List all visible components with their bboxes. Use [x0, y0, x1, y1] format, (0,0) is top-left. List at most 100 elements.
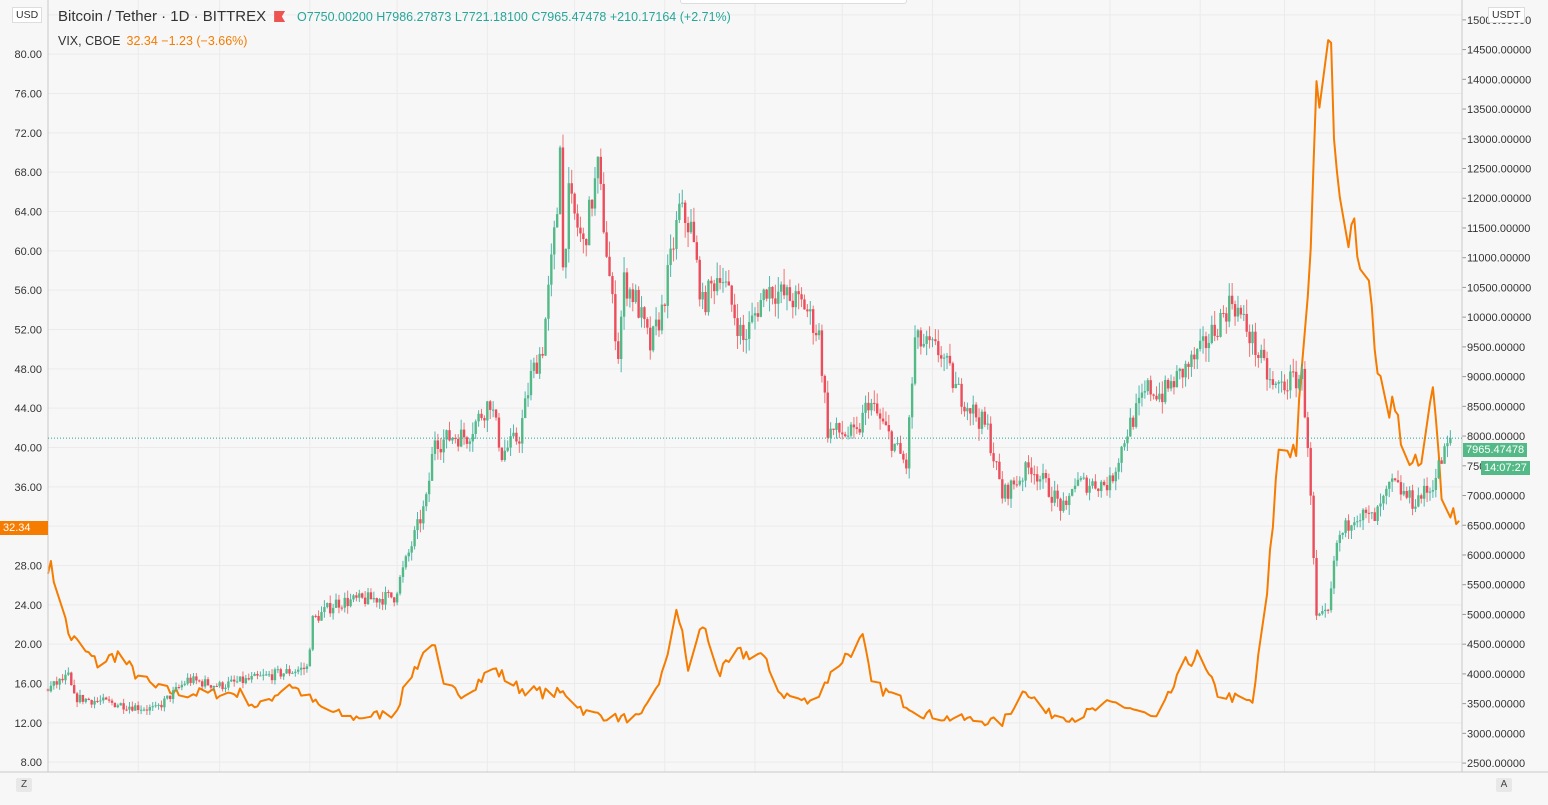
- candle-up: [250, 671, 253, 683]
- symbol-title[interactable]: Bitcoin / Tether · 1D · BITTREX: [58, 8, 267, 25]
- candle-down: [832, 428, 835, 436]
- candle-body: [579, 227, 582, 234]
- candle-body: [500, 447, 504, 461]
- right-unit-label[interactable]: USDT: [1488, 7, 1525, 23]
- candle-down: [1204, 331, 1208, 362]
- candle-body: [547, 284, 550, 319]
- candle-down: [1396, 470, 1400, 484]
- candle-body: [282, 673, 285, 677]
- candle-up: [427, 472, 431, 502]
- candle-body: [1076, 479, 1080, 486]
- candle-up: [203, 675, 207, 689]
- candle-up: [451, 437, 454, 445]
- candle-body: [977, 417, 981, 429]
- candle-body: [771, 286, 774, 299]
- candle-body: [1228, 295, 1231, 322]
- candle-body: [1024, 462, 1027, 481]
- candle-body: [270, 674, 274, 681]
- top-handle[interactable]: [680, 0, 907, 4]
- candle-up: [861, 404, 864, 438]
- candle-down: [814, 324, 818, 342]
- candle-down: [1245, 299, 1248, 337]
- candle-down: [241, 671, 245, 689]
- candle-down: [1286, 379, 1289, 400]
- right-tick-label: 6000.00000: [1467, 550, 1525, 562]
- candle-body: [445, 430, 448, 440]
- candle-body: [715, 278, 719, 292]
- left-unit-label[interactable]: USD: [12, 7, 43, 23]
- candle-body: [739, 324, 742, 336]
- candle-down: [1248, 324, 1251, 357]
- candle-body: [582, 233, 585, 240]
- candle-body: [451, 437, 454, 441]
- candle-body: [212, 685, 216, 688]
- candle-body: [404, 556, 408, 568]
- candle-up: [532, 357, 536, 379]
- candle-body: [896, 443, 899, 445]
- auto-scale-button[interactable]: A: [1496, 778, 1512, 792]
- candle-up: [1242, 305, 1245, 322]
- candle-body: [646, 319, 649, 328]
- candle-down: [742, 314, 745, 352]
- candle-down: [576, 204, 579, 237]
- candle-up: [102, 693, 105, 704]
- candle-up: [768, 276, 771, 312]
- candle-down: [1033, 465, 1036, 485]
- candle-down: [314, 614, 317, 618]
- candle-body: [654, 319, 658, 327]
- candle-body: [555, 214, 559, 228]
- right-tick-label: 14000.00000: [1467, 74, 1531, 86]
- candle-down: [1155, 386, 1158, 402]
- candle-body: [410, 546, 413, 553]
- candle-up: [395, 591, 399, 606]
- candle-body: [168, 695, 172, 700]
- candle-down: [791, 293, 795, 319]
- candle-down: [168, 695, 172, 703]
- candle-up: [1385, 485, 1388, 505]
- left-tick-label: 24.00: [14, 600, 42, 612]
- candle-body: [1379, 503, 1382, 507]
- candle-down: [1111, 473, 1115, 484]
- candle-body: [422, 506, 425, 524]
- candle-body: [1068, 495, 1071, 506]
- candle-up: [1297, 374, 1301, 391]
- candle-down: [329, 595, 332, 617]
- candle-up: [1228, 283, 1231, 328]
- compare-name[interactable]: VIX, CBOE: [58, 34, 121, 48]
- candle-down: [602, 172, 605, 234]
- candle-body: [221, 682, 224, 690]
- candle-body: [61, 678, 64, 681]
- candle-down: [884, 411, 888, 426]
- candle-body: [1030, 467, 1033, 475]
- candle-body: [1123, 443, 1126, 447]
- candle-down: [570, 169, 573, 204]
- candle-body: [1367, 512, 1371, 514]
- candle-up: [555, 207, 559, 228]
- zoom-button[interactable]: Z: [16, 778, 32, 792]
- candle-body: [413, 530, 416, 547]
- candle-up: [404, 554, 408, 570]
- left-tick-label: 8.00: [21, 757, 42, 769]
- candle-body: [189, 677, 192, 683]
- candle-down: [1230, 283, 1234, 310]
- candle-body: [497, 417, 501, 448]
- candle-body: [1004, 484, 1007, 499]
- candle-down: [765, 288, 768, 302]
- flag-icon[interactable]: [274, 11, 286, 22]
- candle-down: [672, 237, 675, 262]
- candle-body: [1306, 417, 1309, 449]
- candle-up: [1446, 435, 1449, 458]
- candle-body: [806, 309, 809, 312]
- candle-up: [972, 395, 975, 426]
- candle-body: [436, 440, 440, 449]
- candle-body: [288, 669, 291, 674]
- candle-body: [1132, 417, 1135, 427]
- candle-body: [139, 709, 143, 711]
- candle-down: [198, 679, 201, 683]
- candle-up: [410, 541, 413, 561]
- candle-up: [422, 500, 425, 530]
- candle-body: [244, 678, 248, 684]
- candle-body: [285, 669, 288, 674]
- candle-body: [1111, 475, 1115, 482]
